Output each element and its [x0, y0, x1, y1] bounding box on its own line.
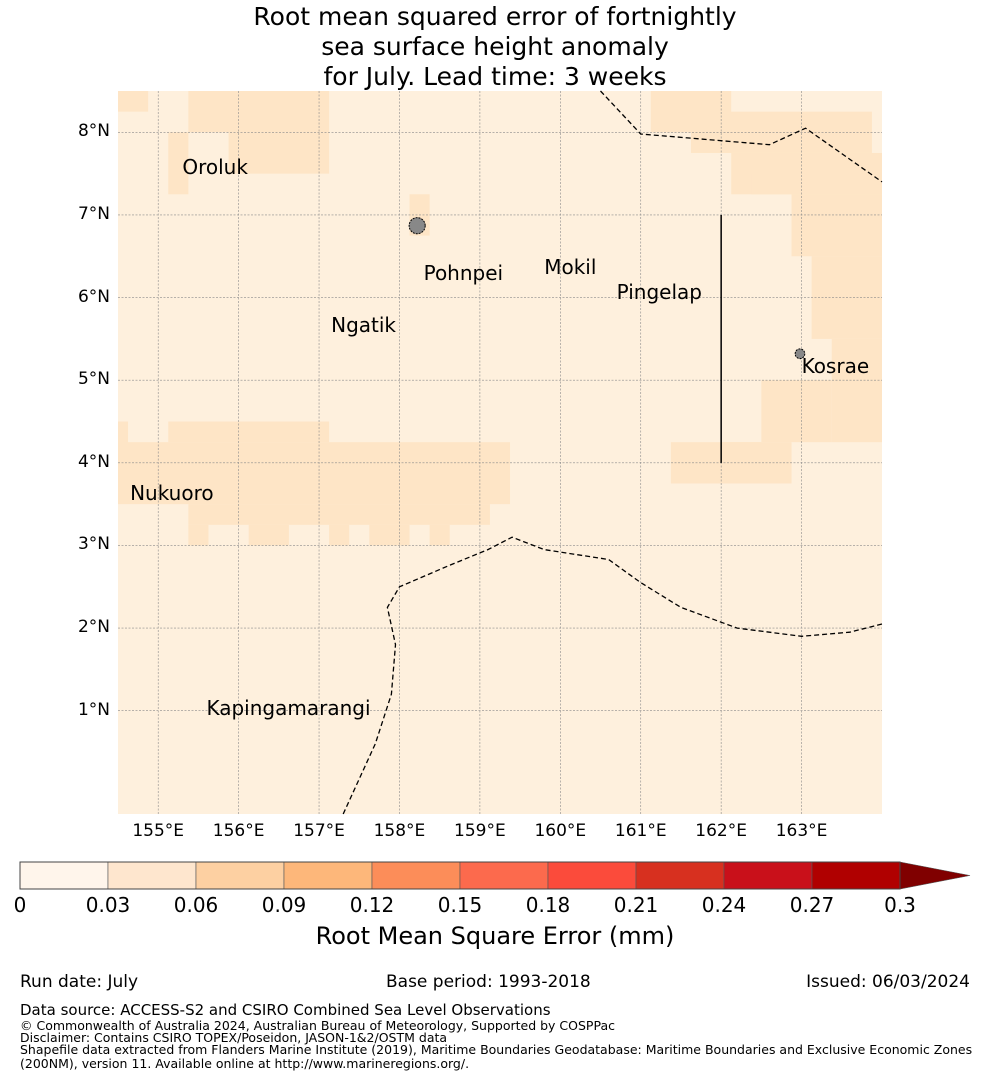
colorbar-tick-label: 0.18	[525, 893, 571, 917]
latitude-tick-label: 3°N	[77, 534, 110, 555]
map-canvas	[19, 90, 971, 890]
rmse-cell	[188, 504, 490, 525]
colorbar-segment	[635, 861, 725, 890]
rmse-cell	[118, 483, 511, 505]
colorbar-tick-label: 0.03	[85, 893, 131, 917]
colorbar-tick-label: 0.3	[884, 893, 916, 917]
title-line-3: for July. Lead time: 3 weeks	[323, 62, 667, 91]
place-label: Nukuoro	[130, 481, 214, 506]
colorbar-tick-label: 0.06	[173, 893, 219, 917]
colorbar-tick-label: 0.24	[701, 893, 747, 917]
latitude-tick-label: 2°N	[77, 617, 110, 638]
colorbar-tick-label: 0.09	[261, 893, 307, 917]
place-label: Ngatik	[331, 312, 397, 337]
longitude-tick-label: 160°E	[534, 821, 587, 841]
colorbar-segment	[459, 861, 549, 890]
rmse-cell	[168, 421, 330, 443]
latitude-tick-label: 7°N	[77, 203, 110, 224]
colorbar-tick-label: 0.27	[789, 893, 835, 917]
islands	[408, 217, 806, 360]
island-shape	[794, 348, 806, 360]
rmse-cell	[188, 91, 330, 133]
disclaimer-note: Disclaimer: Contains CSIRO TOPEX/Poseido…	[20, 1030, 448, 1045]
rmse-cell	[751, 173, 882, 195]
longitude-tick-label: 161°E	[614, 821, 667, 841]
title-line-1: Root mean squared error of fortnightly	[253, 2, 737, 31]
colorbar	[19, 861, 971, 890]
colorbar-segment	[107, 861, 197, 890]
eez-boundaries	[342, 90, 883, 815]
chart-title: Root mean squared error of fortnightly s…	[0, 2, 990, 92]
shapefile-note-2: (200NM), version 11. Available online at…	[20, 1056, 470, 1071]
latitude-tick-label: 4°N	[77, 451, 110, 472]
latitude-tick-label: 1°N	[77, 699, 110, 720]
place-label: Pohnpei	[423, 260, 504, 285]
island-shape	[408, 217, 426, 235]
colorbar-tick-label: 0.15	[437, 893, 483, 917]
copyright-note: © Commonwealth of Australia 2024, Austra…	[20, 1018, 615, 1033]
colorbar-segment	[723, 861, 813, 890]
data-source: Data source: ACCESS-S2 and CSIRO Combine…	[20, 1001, 551, 1019]
colorbar-tick-label: 0	[13, 893, 27, 917]
eez-boundary-line	[600, 90, 883, 183]
longitude-tick-label: 162°E	[695, 821, 747, 841]
colorbar-extend-arrow	[899, 861, 971, 890]
rmse-cell	[369, 524, 410, 546]
place-label: Kapingamarangi	[206, 696, 371, 721]
rmse-cell	[831, 338, 882, 443]
longitude-tick-label: 158°E	[373, 821, 426, 841]
rmse-cell	[761, 380, 832, 443]
place-label: Pingelap	[616, 279, 702, 304]
longitude-tick-label: 155°E	[132, 821, 185, 841]
rmse-cell	[228, 132, 330, 174]
longitude-tick-label: 163°E	[775, 821, 828, 841]
shapefile-note-1: Shapefile data extracted from Flanders M…	[20, 1042, 973, 1057]
rmse-cell	[118, 91, 149, 112]
latitude-tick-label: 8°N	[77, 121, 110, 142]
rmse-cell	[248, 524, 289, 546]
colorbar-tick-label: 0.12	[349, 893, 395, 917]
longitude-tick-label: 157°E	[293, 821, 345, 841]
title-line-2: sea surface height anomaly	[321, 32, 669, 61]
place-label: Kosrae	[801, 354, 870, 379]
colorbar-tick-label: 0.21	[613, 893, 659, 917]
issued-date: Issued: 06/03/2024	[806, 972, 970, 992]
eez-boundary-line	[342, 536, 883, 815]
rmse-cell	[329, 524, 350, 546]
rmse-cell	[188, 524, 209, 546]
colorbar-segment	[811, 861, 901, 890]
longitude-tick-label: 156°E	[212, 821, 265, 841]
base-period: Base period: 1993-2018	[386, 972, 591, 992]
colorbar-segment	[547, 861, 637, 890]
colorbar-title: Root Mean Square Error (mm)	[315, 922, 675, 950]
colorbar-outline	[19, 861, 901, 890]
colorbar-segment	[19, 861, 109, 890]
colorbar-segment	[371, 861, 461, 890]
run-date: Run date: July	[20, 972, 139, 992]
rmse-cell	[429, 524, 450, 546]
longitude-tick-label: 159°E	[454, 821, 506, 841]
latitude-tick-label: 6°N	[77, 286, 110, 307]
place-label: Mokil	[544, 254, 597, 279]
place-label: Oroluk	[182, 155, 248, 180]
rmse-cell	[168, 132, 189, 195]
latitude-tick-label: 5°N	[77, 369, 110, 390]
rmse-cell	[791, 194, 882, 257]
colorbar-segment	[195, 861, 285, 890]
colorbar-segment	[283, 861, 373, 890]
